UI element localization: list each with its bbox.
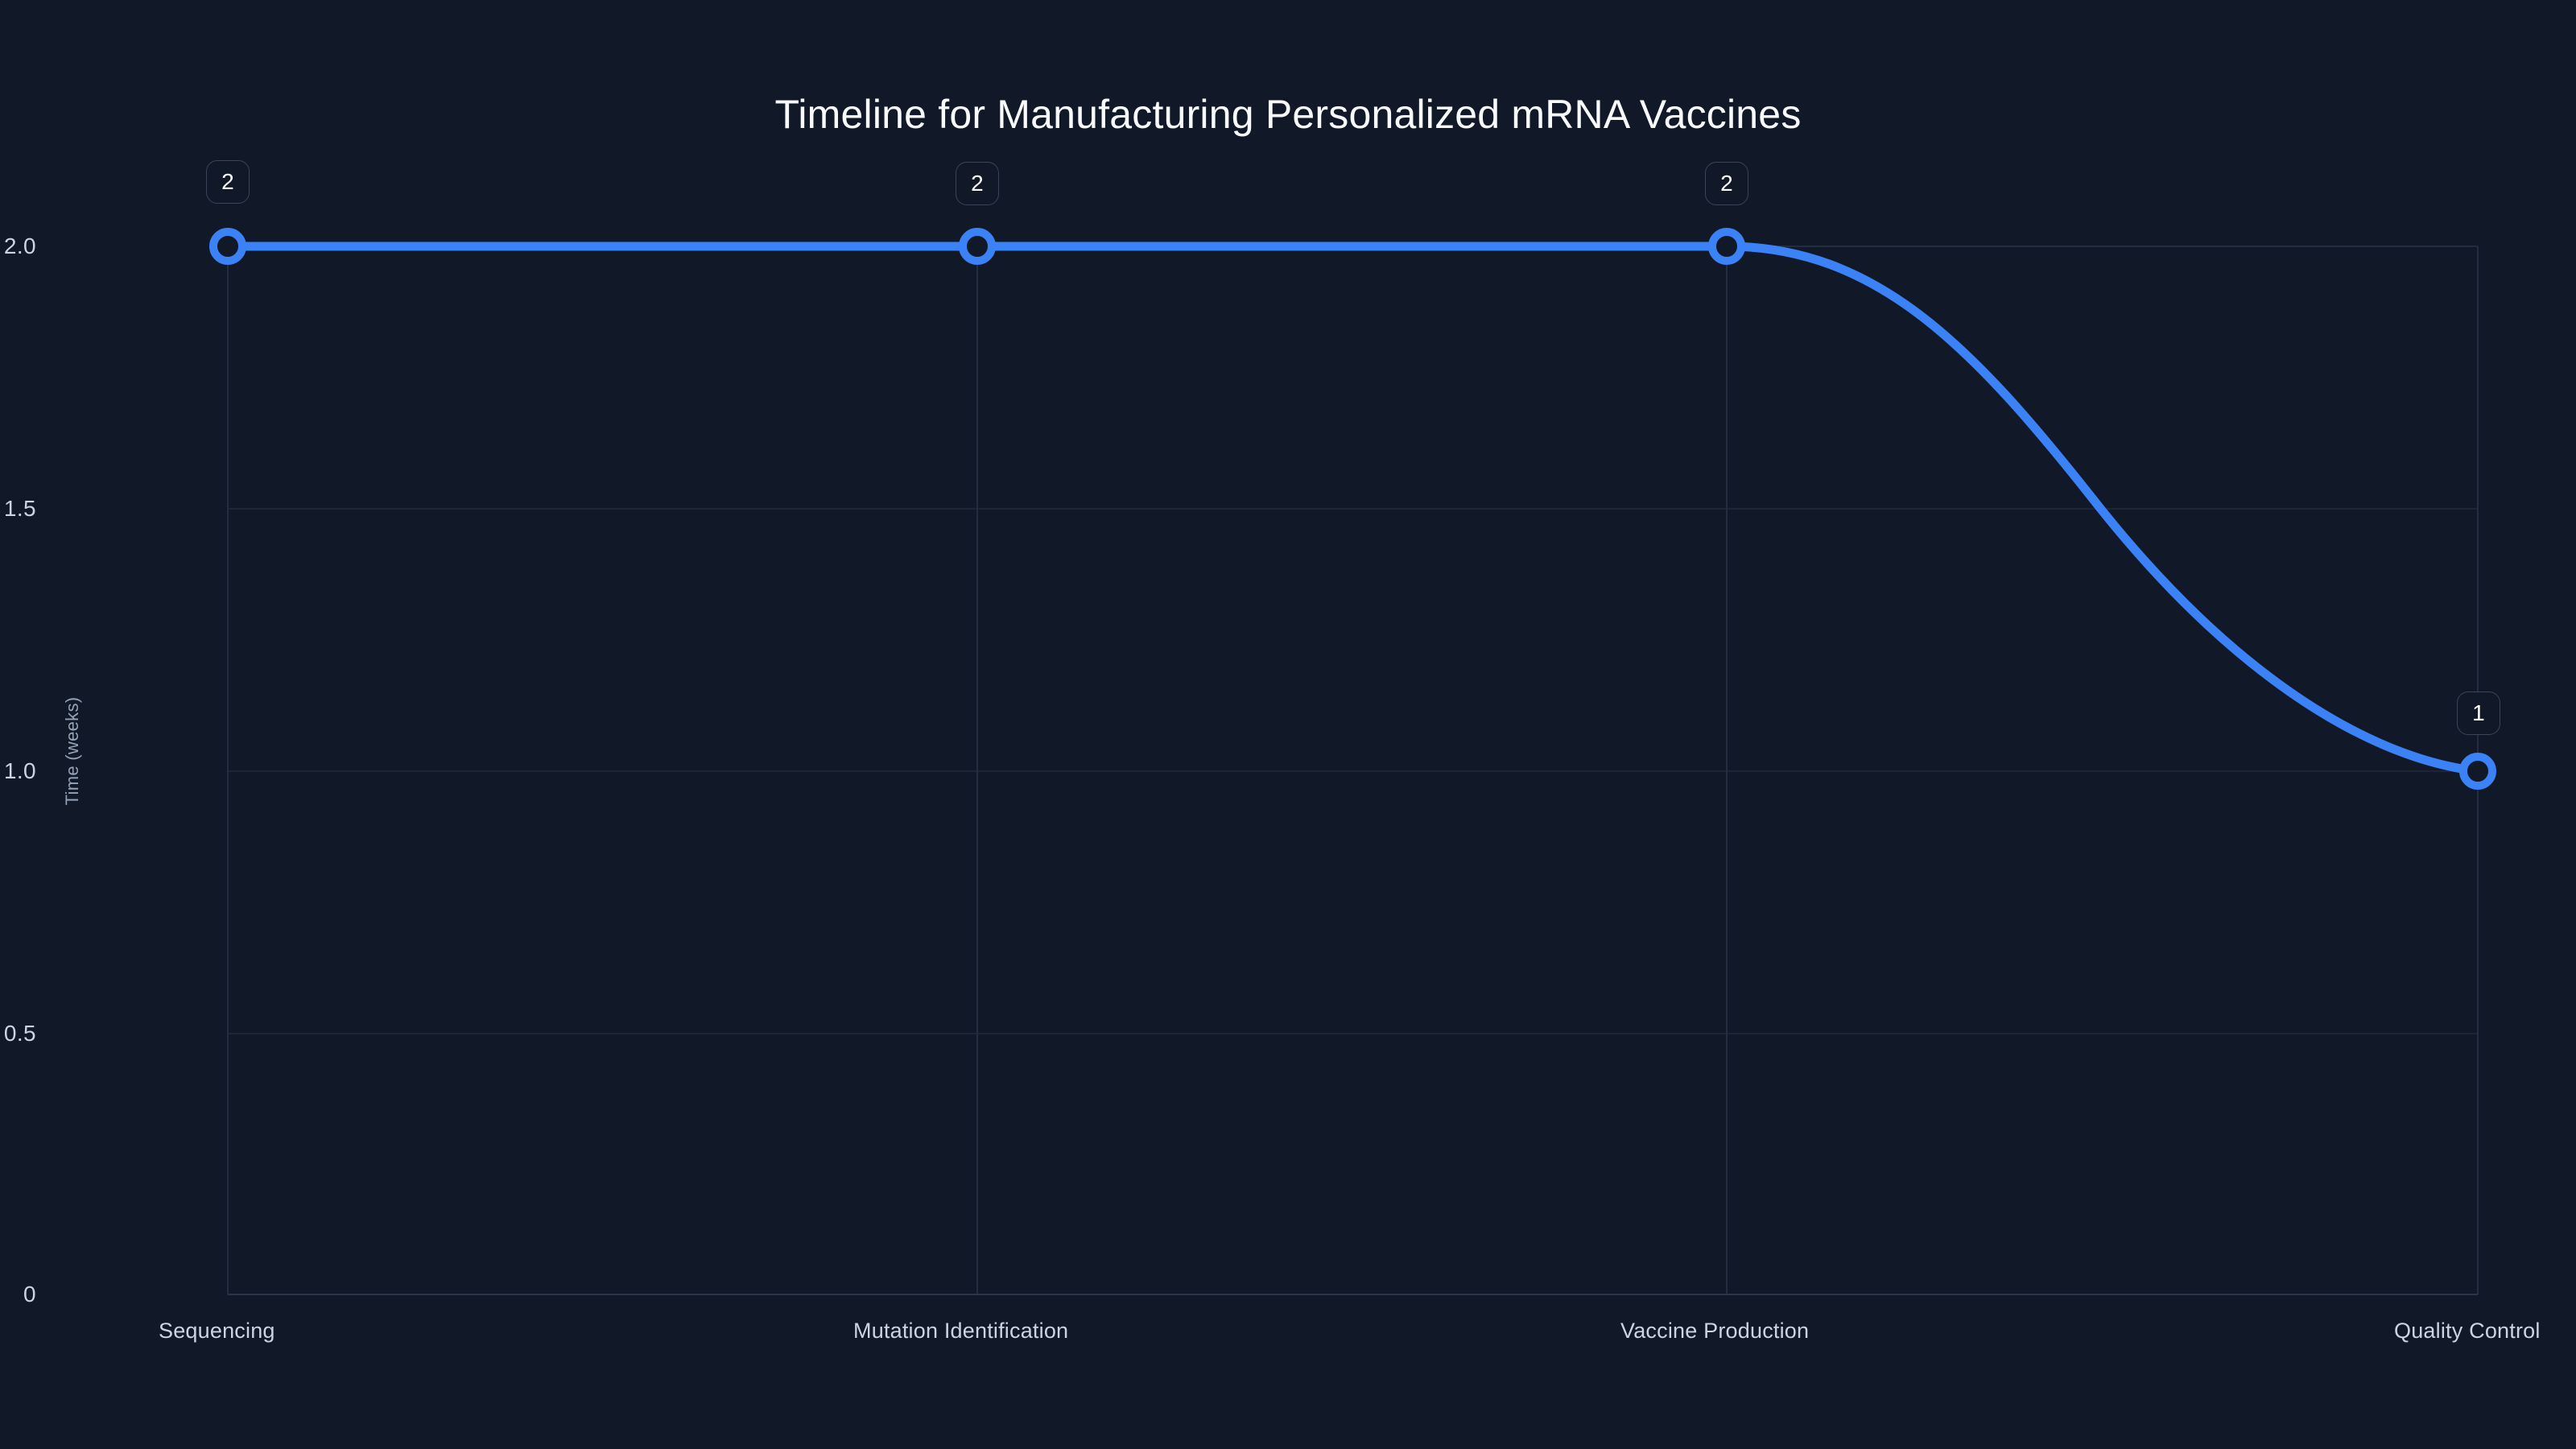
x-tick-label-sequencing: Sequencing bbox=[159, 1319, 275, 1343]
y-tick-label-1-0: 1.0 bbox=[3, 758, 36, 783]
data-label-quality-control: 1 bbox=[2457, 691, 2500, 735]
x-tick-label-vaccine-production: Vaccine Production bbox=[1620, 1319, 1810, 1343]
page-title: Timeline for Manufacturing Personalized … bbox=[774, 92, 1802, 137]
y-tick-label-2-0: 2.0 bbox=[3, 233, 36, 258]
y-tick-label-0-5: 0.5 bbox=[3, 1021, 36, 1046]
x-tick-label-mutation-identification: Mutation Identification bbox=[853, 1319, 1069, 1343]
data-label-sequencing: 2 bbox=[206, 160, 250, 204]
y-tick-label-1-5: 1.5 bbox=[3, 496, 36, 521]
x-tick-label-quality-control: Quality Control bbox=[2394, 1319, 2541, 1343]
data-label-vaccine-production: 2 bbox=[1705, 162, 1748, 205]
series-line-time-weeks bbox=[223, 242, 2483, 776]
data-point-sequencing[interactable] bbox=[209, 228, 246, 265]
data-point-vaccine-production[interactable] bbox=[1708, 228, 1745, 265]
y-tick-label-0: 0 bbox=[23, 1282, 36, 1307]
data-label-mutation-identification: 2 bbox=[956, 162, 999, 205]
data-point-quality-control[interactable] bbox=[2459, 753, 2496, 790]
data-point-mutation-identification[interactable] bbox=[959, 228, 996, 265]
